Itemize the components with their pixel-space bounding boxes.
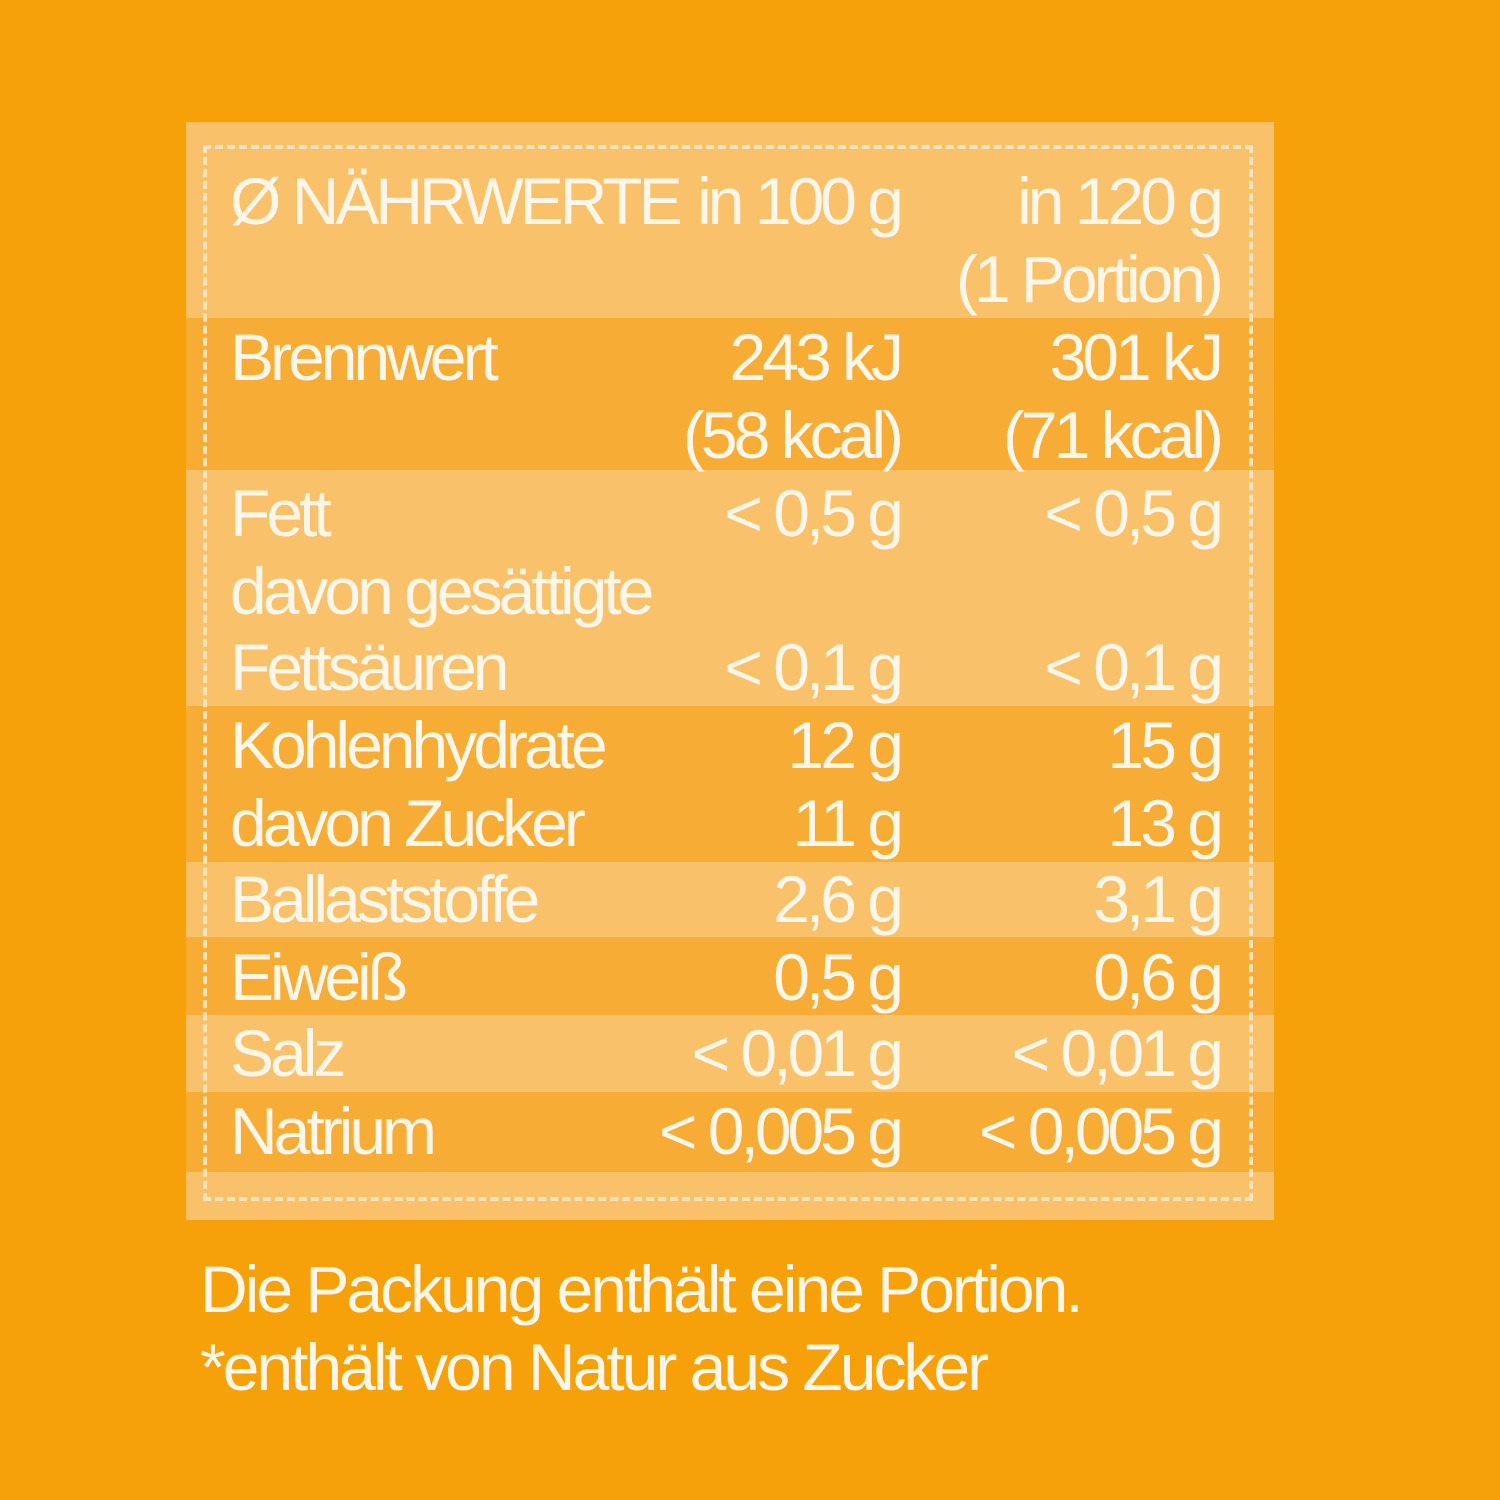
row-value-100g: < 0,1 g bbox=[724, 630, 904, 704]
header-col1: in 100 g bbox=[697, 164, 904, 238]
nutrition-table-panel bbox=[186, 122, 1274, 1220]
header-col2: in 120 g bbox=[1017, 164, 1224, 238]
row-value-100g: < 0,01 g bbox=[691, 1016, 904, 1090]
row-label: davon gesättigte bbox=[230, 554, 654, 628]
row-label: Ballaststoffe bbox=[230, 862, 540, 936]
row-value-120g: 301 kJ bbox=[1049, 320, 1224, 394]
row-label: Fett bbox=[230, 476, 332, 550]
row-label: Salz bbox=[230, 1016, 346, 1090]
row-value-100g: 0,5 g bbox=[773, 940, 904, 1014]
row-value-100g: 2,6 g bbox=[773, 862, 904, 936]
row-value-120g: 15 g bbox=[1107, 708, 1224, 782]
header-col2-sub: (1 Portion) bbox=[955, 242, 1224, 316]
row-band-natrium bbox=[186, 1092, 1274, 1172]
row-value-120g: 13 g bbox=[1107, 786, 1224, 860]
row-band-eiweiss bbox=[186, 937, 1274, 1015]
row-value-100g: (58 kcal) bbox=[682, 398, 904, 472]
row-value-100g: 243 kJ bbox=[729, 320, 904, 394]
sugar-footnote: *enthält von Natur aus Zucker bbox=[200, 1330, 989, 1404]
row-label: Natrium bbox=[230, 1094, 437, 1168]
row-label: Fettsäuren bbox=[230, 630, 509, 704]
row-value-100g: 12 g bbox=[787, 708, 904, 782]
row-value-100g: 11 g bbox=[792, 786, 904, 860]
row-value-100g: < 0,005 g bbox=[658, 1094, 904, 1168]
row-value-120g: < 0,005 g bbox=[978, 1094, 1224, 1168]
dashed-border bbox=[203, 145, 1253, 1201]
row-band-kohlenhydrate bbox=[186, 706, 1274, 862]
row-value-120g: 0,6 g bbox=[1093, 940, 1224, 1014]
row-value-100g: < 0,5 g bbox=[724, 476, 904, 550]
row-value-120g: (71 kcal) bbox=[1002, 398, 1224, 472]
row-label: davon Zucker bbox=[230, 786, 586, 860]
row-label: Kohlenhydrate bbox=[230, 708, 608, 782]
row-band-brennwert bbox=[186, 318, 1274, 470]
package-portion-note: Die Packung enthält eine Portion. bbox=[200, 1252, 1084, 1326]
row-value-120g: < 0,5 g bbox=[1044, 476, 1224, 550]
row-value-120g: 3,1 g bbox=[1093, 862, 1224, 936]
row-label: Eiweiß bbox=[230, 940, 408, 1014]
header-label: Ø NÄHRWERTE bbox=[230, 164, 683, 238]
row-value-120g: < 0,01 g bbox=[1011, 1016, 1224, 1090]
row-value-120g: < 0,1 g bbox=[1044, 630, 1224, 704]
row-label: Brennwert bbox=[230, 320, 499, 394]
